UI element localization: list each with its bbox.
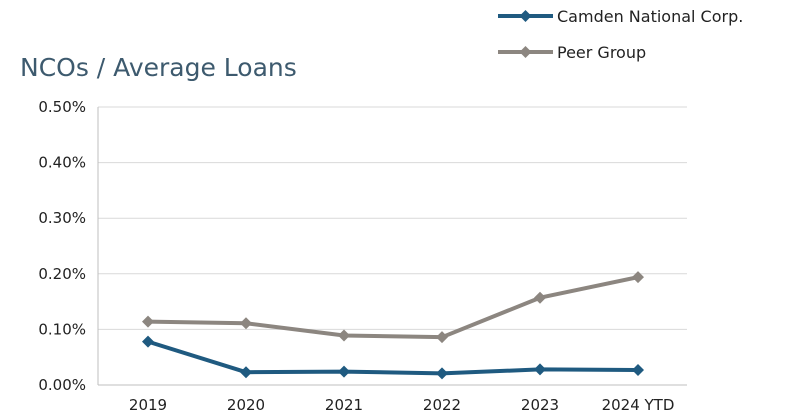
data-point (240, 366, 252, 379)
data-point (632, 363, 644, 376)
y-tick-label: 0.50% (38, 98, 86, 116)
series (142, 271, 644, 380)
x-tick-label: 2024 YTD (602, 396, 675, 414)
y-tick-label: 0.40% (38, 154, 86, 172)
x-tick-label: 2023 (521, 396, 559, 414)
data-point (534, 363, 546, 376)
x-tick-label: 2022 (423, 396, 461, 414)
y-tick-label: 0.30% (38, 209, 86, 227)
data-point (436, 367, 448, 380)
data-point (338, 329, 350, 342)
data-point (632, 271, 644, 284)
x-tick-label: 2020 (227, 396, 265, 414)
x-tick-label: 2021 (325, 396, 363, 414)
axes (97, 107, 687, 386)
y-tick-label: 0.20% (38, 265, 86, 283)
series-line (146, 339, 640, 376)
x-tick-label: 2019 (129, 396, 167, 414)
data-point (534, 291, 546, 304)
data-point (338, 365, 350, 378)
data-point (142, 315, 154, 328)
legend-swatch-marker (519, 46, 532, 58)
series-line (146, 275, 640, 340)
x-tick-labels: 2019 2020 2021 2022 2023 2024 YTD (129, 396, 675, 414)
data-point (142, 335, 154, 348)
chart-title: NCOs / Average Loans (20, 53, 297, 82)
y-tick-label: 0.10% (38, 320, 86, 338)
gridlines (98, 106, 687, 330)
y-tick-labels: 0.00% 0.10% 0.20% 0.30% 0.40% 0.50% (38, 98, 86, 394)
legend-label: Peer Group (557, 43, 646, 62)
legend-swatch-marker (519, 10, 532, 22)
data-point (436, 331, 448, 344)
y-tick-label: 0.00% (38, 376, 86, 394)
data-point (240, 317, 252, 330)
legend: Camden National Corp. Peer Group (498, 7, 743, 62)
legend-label: Camden National Corp. (557, 7, 743, 26)
